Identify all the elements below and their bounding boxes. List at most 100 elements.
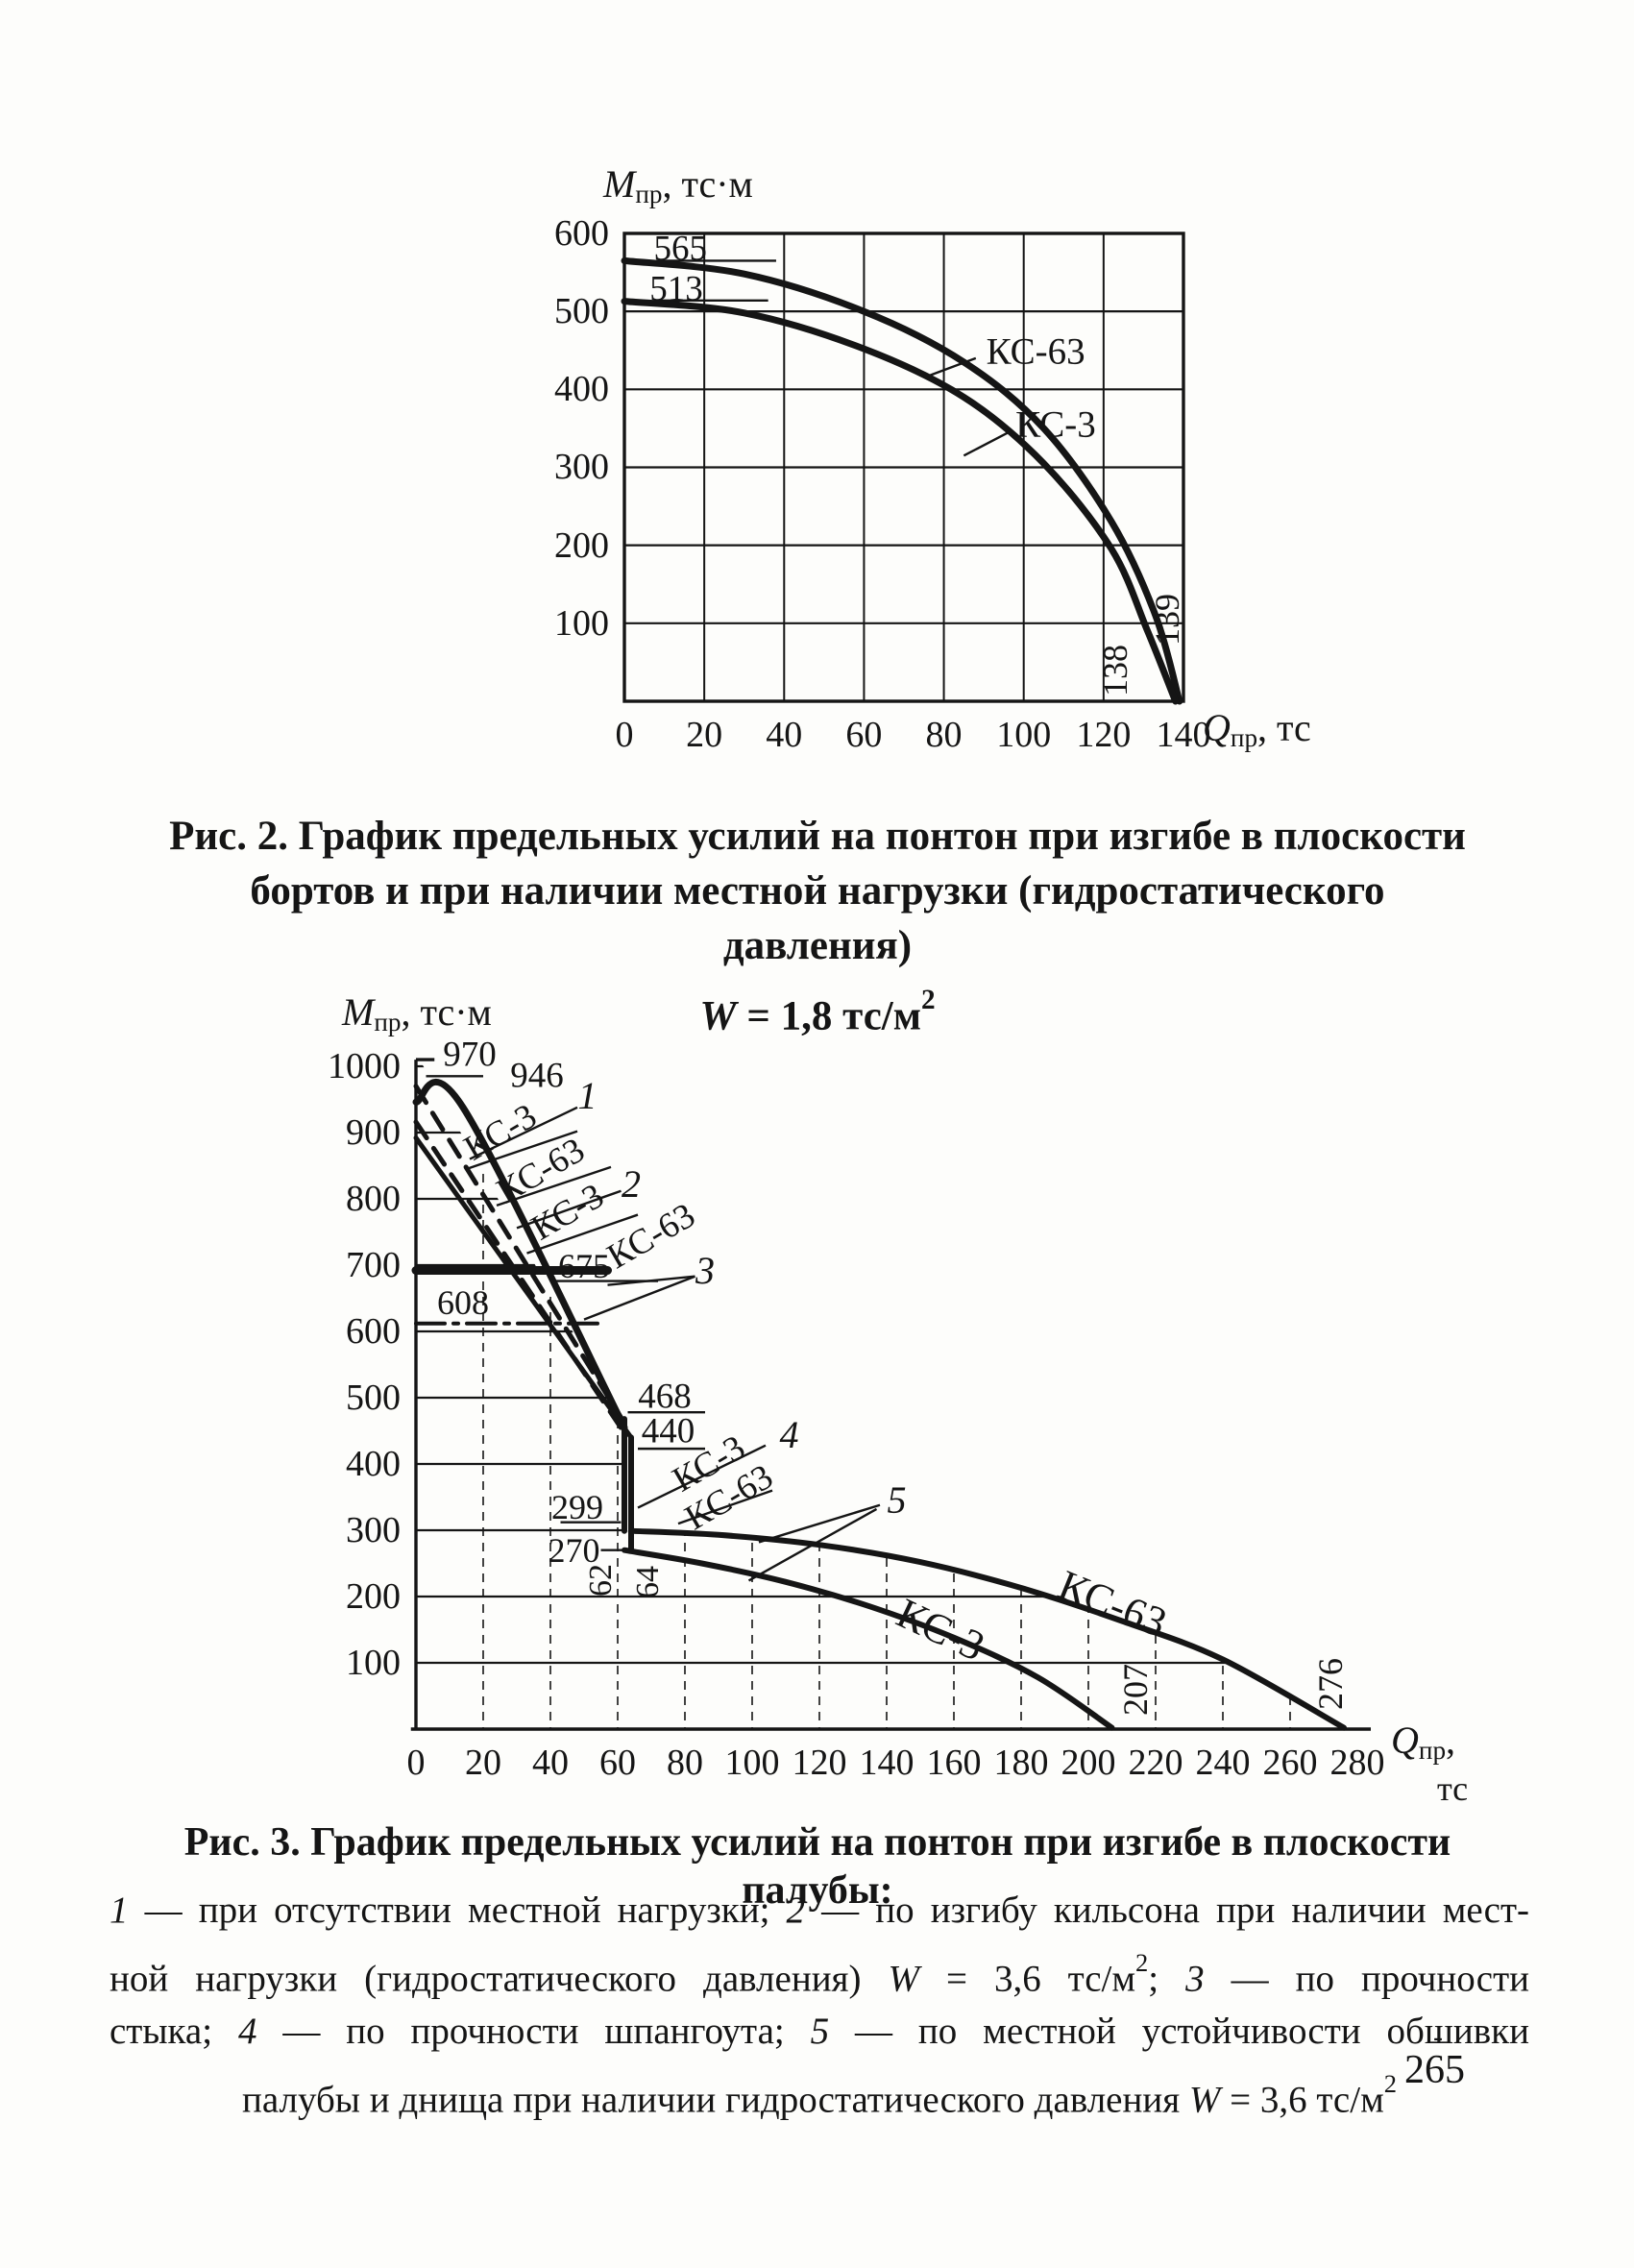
text-segment: W <box>1188 2079 1221 2121</box>
fig2-chart-xtick-0: 0 <box>615 715 634 755</box>
fig3-chart-ytick-300: 300 <box>346 1510 401 1550</box>
fig3-chart-series-КС-63 кривая 2 <box>413 1135 634 1440</box>
fig3-chart-series-КС-3 кривая 5 (207) <box>622 1547 1115 1731</box>
fig3-chart-series-КС-63 кривая 5 (276) <box>628 1527 1347 1731</box>
fig3-x-axis-title: Qпр, <box>1391 1721 1455 1764</box>
fig3-chart-label-2: 2 <box>622 1161 641 1206</box>
text-segment: тс <box>1437 1769 1469 1808</box>
fig3-chart-ytick-200: 200 <box>346 1576 401 1617</box>
figure3-legend-line4: палубы и днища при наличии гидростатичес… <box>110 2058 1529 2127</box>
fig2-chart-ytick-600: 600 <box>554 212 609 254</box>
text-segment: = 3,6 тс/м <box>918 1958 1136 2000</box>
fig3-chart-xtick-140: 140 <box>859 1743 915 1783</box>
fig3-chart-ytick-600: 600 <box>346 1311 401 1352</box>
fig3-chart-leader-8 <box>583 1275 695 1321</box>
page-corner-mark: - <box>1433 2021 1443 2053</box>
fig3-chart-label-4: 4 <box>779 1412 799 1456</box>
text-segment: 2 <box>786 1890 806 1931</box>
fig3-chart-label-3: 3 <box>695 1248 715 1292</box>
text-segment: пр <box>1230 722 1258 752</box>
fig3-chart-series-КС-3 кривая 2 <box>413 1119 627 1436</box>
fig3-chart-label-608: 608 <box>437 1282 489 1322</box>
fig2-y-axis-title: Мпр, тс·м <box>603 165 753 207</box>
fig3-chart-label-207: 207 <box>1116 1663 1155 1716</box>
fig3-chart-ytick-100: 100 <box>346 1643 401 1683</box>
fig2-chart <box>621 232 1185 705</box>
fig3-chart-label-5: 5 <box>887 1477 907 1522</box>
text-segment: Q <box>1203 706 1231 749</box>
fig2-chart-xtick-40: 40 <box>766 715 803 755</box>
fig3-chart-xtick-60: 60 <box>599 1743 636 1783</box>
fig3-chart-ytick-800: 800 <box>346 1179 401 1219</box>
fig3-chart-label-970: 970 <box>443 1035 497 1075</box>
fig2-chart-leader-3 <box>963 429 1012 457</box>
fig2-chart-label-КС-3: КС-3 <box>1015 403 1096 446</box>
fig2-chart-xtick-80: 80 <box>925 715 963 755</box>
text-segment: ной нагрузки (гидростатического давления… <box>110 1958 889 2000</box>
figure3-legend: 1 — при отсутствии местной нагрузки; 2 —… <box>110 1885 1529 2126</box>
text-segment: пр <box>374 1007 402 1036</box>
text-segment: = 3,6 тс/м <box>1220 2079 1384 2121</box>
figure3-caption-heading: Рис. 3. График предельных усилий на понт… <box>104 1818 1531 1914</box>
fig3-chart-label-270: 270 <box>548 1530 600 1570</box>
fig3-chart-leader-5 <box>526 1213 639 1255</box>
fig2-chart-xtick-60: 60 <box>845 715 883 755</box>
figure3-caption-line1: Рис. 3. График предельных усилий на понт… <box>104 1818 1531 1914</box>
text-segment: 2 <box>1135 1948 1149 1977</box>
fig3-chart-xtick-180: 180 <box>993 1743 1049 1783</box>
fig3-chart-ytick-400: 400 <box>346 1444 401 1484</box>
fig3-chart-label-440: 440 <box>641 1411 695 1451</box>
text-segment: 1 <box>110 1890 129 1931</box>
figure2-caption-line3: W = 1,8 тс/м2 <box>161 973 1474 1044</box>
fig3-chart-leader-7 <box>607 1275 695 1286</box>
fig3-y-axis-title: Мпр, тс·м <box>342 993 492 1036</box>
figure2-caption: Рис. 2. График предельных усилий на понт… <box>161 809 1474 1044</box>
text-segment: 2 <box>921 985 936 1015</box>
fig2-chart-label-139: 139 <box>1148 593 1187 646</box>
fig3-chart-xtick-100: 100 <box>724 1743 780 1783</box>
fig3-chart-label-64: 64 <box>629 1565 666 1598</box>
figure3-legend-line1: 1 — при отсутствии местной нагрузки; 2 —… <box>110 1885 1529 1937</box>
fig3-chart-xtick-280: 280 <box>1329 1743 1385 1783</box>
fig3-chart-ytick-500: 500 <box>346 1378 401 1418</box>
fig3-chart-ytick-900: 900 <box>346 1112 401 1153</box>
fig3-chart-leader-2 <box>466 1130 578 1171</box>
fig3-chart-xtick-240: 240 <box>1195 1743 1251 1783</box>
fig2-chart-series-КС-3 <box>621 298 1180 705</box>
fig3-chart-xtick-40: 40 <box>532 1743 569 1783</box>
text-segment: пр <box>1418 1735 1447 1765</box>
fig2-chart-grid <box>624 232 1183 701</box>
fig2-chart-label-565: 565 <box>653 229 707 269</box>
fig2-chart-label-КС-63: КС-63 <box>986 330 1085 373</box>
fig3-chart-xtick-200: 200 <box>1061 1743 1116 1783</box>
fig2-chart-ytick-400: 400 <box>554 369 609 410</box>
fig2-chart-frame <box>622 232 1185 703</box>
fig3-chart-label-946: 946 <box>510 1056 564 1096</box>
text-segment: — по прочности шпангоута; <box>256 2010 811 2052</box>
page-number: 265 <box>1404 2048 1465 2092</box>
fig2-chart-xtick-120: 120 <box>1076 715 1132 755</box>
fig3-chart-leader-11 <box>637 1444 767 1509</box>
fig2-chart-label-513: 513 <box>649 269 703 309</box>
fig2-chart-label-138: 138 <box>1096 644 1135 696</box>
fig2-chart-ytick-200: 200 <box>554 524 609 566</box>
text-segment: W <box>888 1958 919 2000</box>
figure3-legend-line2: ной нагрузки (гидростатического давления… <box>110 1937 1529 2006</box>
fig3-chart-label-299: 299 <box>551 1487 603 1526</box>
text-segment: , тс·м <box>662 162 753 206</box>
fig3-chart-label-1: 1 <box>577 1074 598 1118</box>
fig3-chart-label-675: 675 <box>558 1247 610 1286</box>
fig2-chart-ytick-300: 300 <box>554 447 609 488</box>
text-segment: М <box>342 990 375 1034</box>
text-segment: — по изгибу кильсона при наличии мест- <box>805 1890 1529 1931</box>
fig2-chart-ytick-100: 100 <box>554 602 609 644</box>
fig3-chart-ytick-700: 700 <box>346 1245 401 1285</box>
fig3-chart-xtick-260: 260 <box>1262 1743 1318 1783</box>
fig3-chart-leader-15 <box>758 1503 881 1544</box>
fig2-chart-xtick-140: 140 <box>1156 715 1211 755</box>
text-segment: М <box>603 162 636 206</box>
figure2-caption-line1: Рис. 2. График предельных усилий на понт… <box>161 809 1474 864</box>
text-segment: , тс <box>1257 706 1311 749</box>
